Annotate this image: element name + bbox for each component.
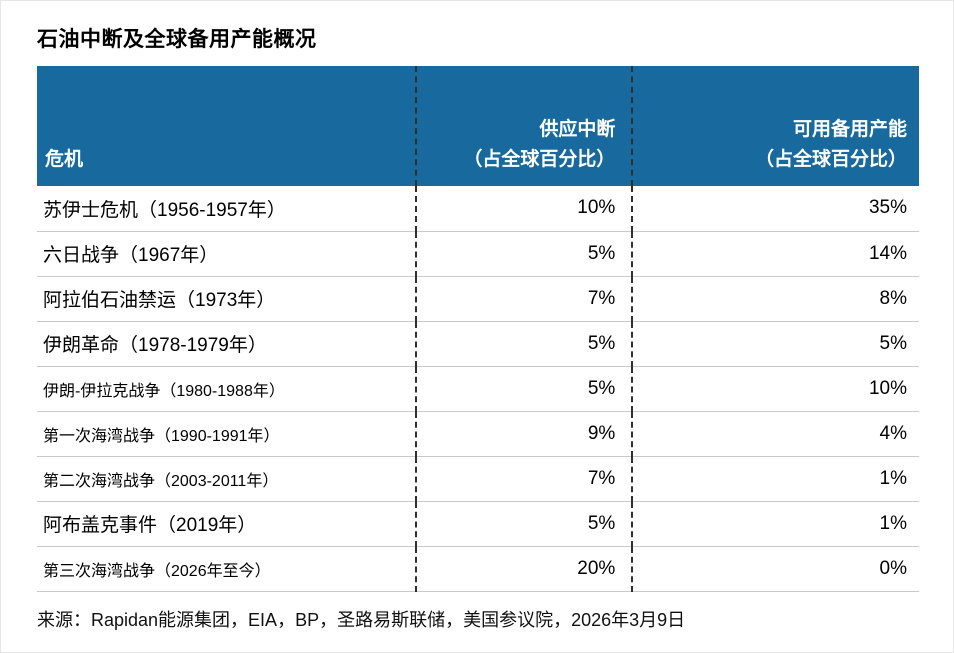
- table-row: 伊朗-伊拉克战争（1980-1988年） 5% 10%: [37, 366, 919, 412]
- table-row: 第一次海湾战争（1990-1991年） 9% 4%: [37, 411, 919, 457]
- disruption-cell: 9%: [415, 411, 633, 457]
- spare-cell: 10%: [631, 366, 919, 412]
- spare-cell: 0%: [631, 546, 919, 592]
- disruption-cell: 20%: [415, 546, 633, 592]
- table-row: 苏伊士危机（1956-1957年） 10% 35%: [37, 186, 919, 232]
- disruption-cell: 10%: [415, 186, 633, 232]
- crisis-cell: 伊朗革命（1978-1979年）: [37, 321, 417, 367]
- spare-cell: 1%: [631, 456, 919, 502]
- table-row: 六日战争（1967年） 5% 14%: [37, 231, 919, 277]
- disruption-cell: 7%: [415, 276, 633, 322]
- page-title: 石油中断及全球备用产能概况: [37, 28, 317, 51]
- table-row: 阿布盖克事件（2019年） 5% 1%: [37, 501, 919, 547]
- crisis-cell: 阿拉伯石油禁运（1973年）: [37, 276, 417, 322]
- spare-cell: 1%: [631, 501, 919, 547]
- header-row: 危机 供应中断 （占全球百分比） 可用备用产能 （占全球百分比）: [37, 66, 919, 186]
- crisis-cell: 伊朗-伊拉克战争（1980-1988年）: [37, 366, 417, 412]
- spare-cell: 5%: [631, 321, 919, 367]
- spare-cell: 8%: [631, 276, 919, 322]
- table-row: 伊朗革命（1978-1979年） 5% 5%: [37, 321, 919, 367]
- table-row: 阿拉伯石油禁运（1973年） 7% 8%: [37, 276, 919, 322]
- spare-cell: 14%: [631, 231, 919, 277]
- crisis-cell: 第二次海湾战争（2003-2011年）: [37, 456, 417, 502]
- crisis-cell: 六日战争（1967年）: [37, 231, 417, 277]
- header-disruption-sub: （占全球百分比）: [463, 148, 616, 170]
- table-row: 第三次海湾战争（2026年至今） 20% 0%: [37, 546, 919, 592]
- crisis-cell: 第三次海湾战争（2026年至今）: [37, 546, 417, 592]
- header-cell-disruption: 供应中断 （占全球百分比）: [415, 66, 633, 186]
- header-cell-crisis: 危机: [37, 66, 417, 186]
- disruption-cell: 7%: [415, 456, 633, 502]
- crisis-cell: 苏伊士危机（1956-1957年）: [37, 186, 417, 232]
- disruption-cell: 5%: [415, 321, 633, 367]
- header-cell-spare: 可用备用产能 （占全球百分比）: [631, 66, 919, 186]
- header-spare-main: 可用备用产能: [792, 119, 907, 141]
- disruption-cell: 5%: [415, 501, 633, 547]
- disruption-cell: 5%: [415, 366, 633, 412]
- spare-cell: 35%: [631, 186, 919, 232]
- crisis-cell: 阿布盖克事件（2019年）: [37, 501, 417, 547]
- oil-disruption-table: 危机 供应中断 （占全球百分比） 可用备用产能 （占全球百分比） 苏伊士危机（1…: [37, 66, 919, 592]
- source-note: 来源：Rapidan能源集团，EIA，BP，圣路易斯联储，美国参议院，2026年…: [37, 609, 686, 630]
- crisis-cell: 第一次海湾战争（1990-1991年）: [37, 411, 417, 457]
- disruption-cell: 5%: [415, 231, 633, 277]
- header-spare-sub: （占全球百分比）: [754, 148, 907, 170]
- table-row: 第二次海湾战争（2003-2011年） 7% 1%: [37, 456, 919, 502]
- header-disruption-main: 供应中断: [539, 119, 616, 141]
- table-body: 苏伊士危机（1956-1957年） 10% 35% 六日战争（1967年） 5%…: [37, 186, 919, 592]
- table-header: 危机 供应中断 （占全球百分比） 可用备用产能 （占全球百分比）: [37, 66, 919, 186]
- spare-cell: 4%: [631, 411, 919, 457]
